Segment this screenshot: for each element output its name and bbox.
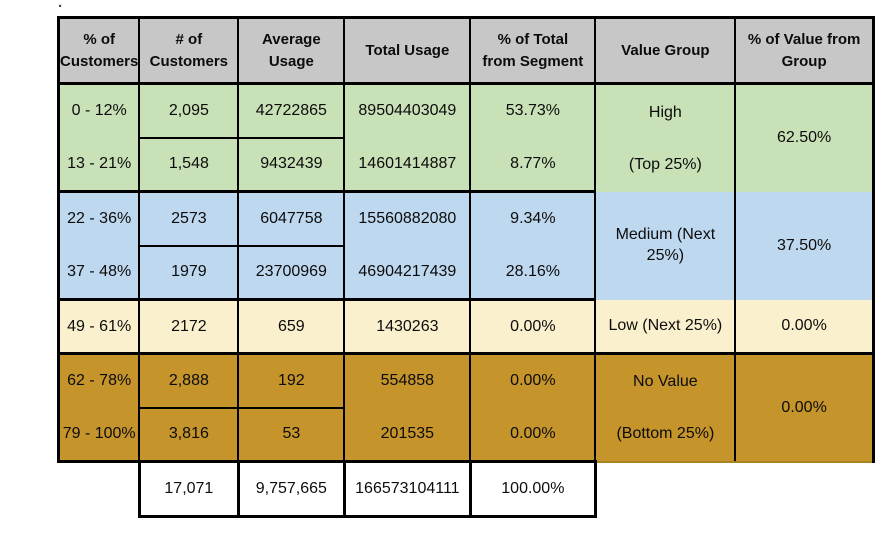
cell-avg-usage: 9432439 <box>237 137 346 193</box>
cell-pct-total-segment: 0.00% <box>469 299 597 355</box>
cell-num-customers: 2172 <box>138 299 240 355</box>
cell-num-customers: 2573 <box>138 191 240 247</box>
total-num-customers: 17,071 <box>137 460 240 518</box>
cell-num-customers: 2,095 <box>138 83 240 139</box>
cell-avg-usage: 659 <box>237 299 346 355</box>
cell-pct-total-segment: 9.34% <box>469 191 597 246</box>
cell-total-usage: 201535 <box>343 407 472 463</box>
cell-num-customers: 1,548 <box>138 137 240 193</box>
cell-value-group: High (Top 25%) <box>594 83 737 192</box>
empty-cell <box>595 461 874 517</box>
table-row: 79 - 100% 3,816 53 201535 0.00% <box>57 407 874 463</box>
cell-pct-range: 79 - 100% <box>57 407 141 463</box>
cell-num-customers: 3,816 <box>138 407 240 463</box>
cell-total-usage: 1430263 <box>343 299 472 355</box>
header-row: % of Customers # of Customers Average Us… <box>57 16 875 85</box>
table-row: 62 - 78% 2,888 192 554858 0.00% No Value… <box>57 353 875 463</box>
cell-pct-value-group: 62.50% <box>734 83 875 192</box>
cell-avg-usage: 6047758 <box>237 191 346 247</box>
cell-pct-total-segment: 0.00% <box>469 353 597 408</box>
table-row: 37 - 48% 1979 23700969 46904217439 28.16… <box>57 245 874 301</box>
table-row: 22 - 36% 2573 6047758 15560882080 9.34% … <box>57 191 875 300</box>
value-group-lines: No Value (Bottom 25%) <box>596 356 734 460</box>
header-avg-usage: Average Usage <box>237 16 346 85</box>
cell-pct-value-group: 0.00% <box>734 299 875 355</box>
stray-dot: . <box>58 0 63 11</box>
table-row: 49 - 61% 2172 659 1430263 0.00% Low (Nex… <box>57 299 875 355</box>
cell-avg-usage: 192 <box>237 353 346 409</box>
header-pct-value-group: % of Value from Group <box>734 16 875 85</box>
cell-pct-range: 49 - 61% <box>57 299 141 355</box>
cell-num-customers: 1979 <box>138 245 240 301</box>
value-group-line1: No Value <box>633 373 698 391</box>
cell-pct-range: 13 - 21% <box>57 137 141 193</box>
totals-row: 17,071 9,757,665 166573104111 100.00% <box>58 460 874 518</box>
total-avg-usage: 9,757,665 <box>236 460 346 518</box>
customer-usage-segment-table: % of Customers # of Customers Average Us… <box>57 16 875 518</box>
cell-pct-value-group: 37.50% <box>734 191 875 300</box>
cell-total-usage: 14601414887 <box>343 137 472 193</box>
cell-pct-total-segment: 0.00% <box>469 407 597 463</box>
total-pct-total-segment: 100.00% <box>468 460 597 518</box>
total-total-usage: 166573104111 <box>342 460 472 518</box>
cell-total-usage: 15560882080 <box>343 191 472 246</box>
cell-avg-usage: 53 <box>237 407 346 463</box>
cell-value-group: Medium (Next 25%) <box>594 191 737 300</box>
cell-value-group: No Value (Bottom 25%) <box>594 353 737 463</box>
cell-pct-range: 0 - 12% <box>57 83 141 138</box>
cell-pct-total-segment: 53.73% <box>469 83 597 138</box>
cell-avg-usage: 42722865 <box>237 83 346 139</box>
value-group-line2: (Top 25%) <box>628 155 702 173</box>
value-group-lines: High (Top 25%) <box>596 86 734 190</box>
header-num-customers: # of Customers <box>138 16 240 85</box>
header-pct-total-segment: % of Total from Segment <box>469 16 597 85</box>
cell-total-usage: 554858 <box>343 353 472 408</box>
header-value-group: Value Group <box>594 16 737 85</box>
table-row: 13 - 21% 1,548 9432439 14601414887 8.77% <box>57 137 874 193</box>
cell-value-group: Low (Next 25%) <box>594 299 737 355</box>
cell-avg-usage: 23700969 <box>237 245 346 301</box>
cell-pct-range: 37 - 48% <box>57 245 141 301</box>
cell-total-usage: 46904217439 <box>343 245 472 301</box>
cell-pct-total-segment: 28.16% <box>469 245 597 301</box>
cell-total-usage: 89504403049 <box>343 83 472 138</box>
value-group-text: Medium (Next 25%) <box>615 225 716 264</box>
cell-pct-value-group: 0.00% <box>734 353 875 463</box>
header-pct-customers: % of Customers <box>57 16 141 85</box>
table-row: 0 - 12% 2,095 42722865 89504403049 53.73… <box>57 83 875 192</box>
cell-num-customers: 2,888 <box>138 353 240 409</box>
header-total-usage: Total Usage <box>343 16 472 85</box>
cell-pct-total-segment: 8.77% <box>469 137 597 193</box>
cell-pct-range: 62 - 78% <box>57 353 141 408</box>
empty-cell <box>58 461 140 517</box>
cell-pct-range: 22 - 36% <box>57 191 141 246</box>
value-group-line2: (Bottom 25%) <box>616 425 715 443</box>
value-group-line1: High <box>648 103 682 121</box>
